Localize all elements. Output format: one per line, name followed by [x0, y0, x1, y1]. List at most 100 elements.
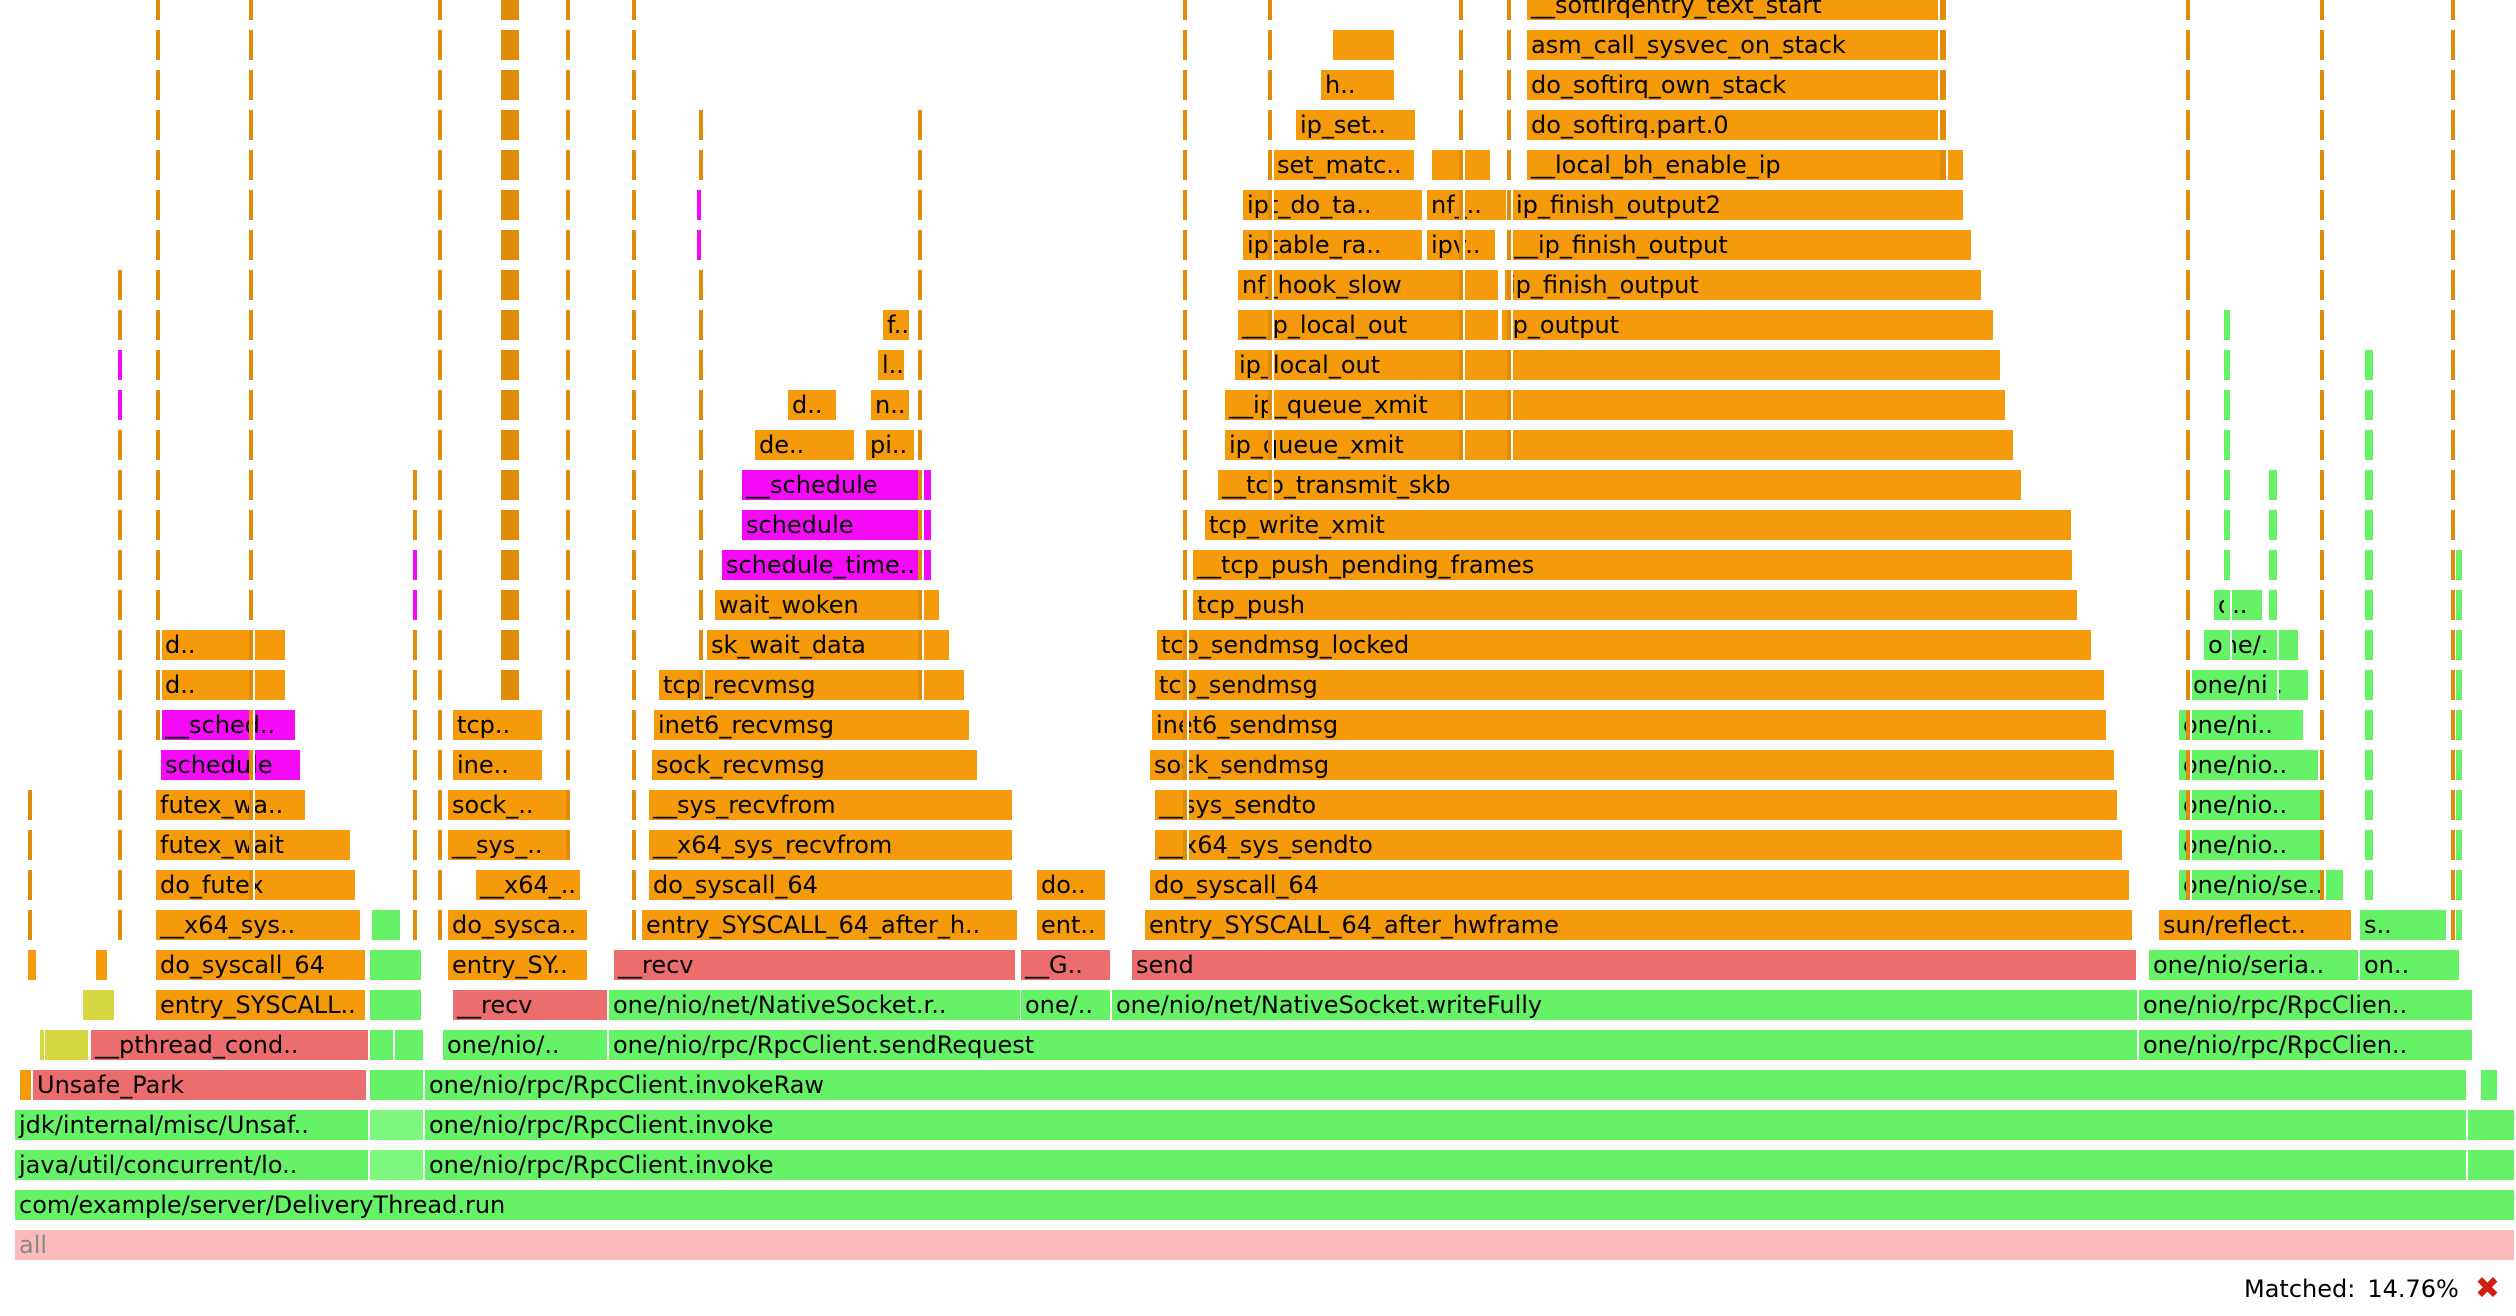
- stack-frame[interactable]: [566, 510, 572, 540]
- stack-frame[interactable]: d..: [161, 670, 287, 700]
- stack-frame[interactable]: [632, 830, 638, 860]
- stack-frame[interactable]: [2456, 750, 2464, 780]
- stack-frame[interactable]: com/example/server/DeliveryThread.run: [15, 1190, 2516, 1220]
- stack-frame[interactable]: [1183, 30, 1189, 60]
- stack-frame[interactable]: [566, 230, 572, 260]
- stack-frame[interactable]: [413, 870, 419, 900]
- stack-frame[interactable]: [2320, 710, 2326, 740]
- stack-frame[interactable]: [566, 150, 572, 180]
- stack-frame[interactable]: [1507, 230, 1513, 260]
- stack-frame[interactable]: [1507, 310, 1513, 340]
- stack-frame[interactable]: [118, 310, 124, 340]
- stack-frame[interactable]: [632, 750, 638, 780]
- stack-frame[interactable]: [1459, 430, 1465, 460]
- stack-frame[interactable]: [566, 750, 572, 780]
- stack-frame[interactable]: [699, 470, 705, 500]
- stack-frame[interactable]: [438, 790, 444, 820]
- stack-frame[interactable]: [918, 510, 924, 540]
- stack-frame[interactable]: __sys_..: [448, 830, 574, 860]
- stack-frame[interactable]: [118, 830, 124, 860]
- stack-frame[interactable]: one/nio/net/NativeSocket.r..: [609, 990, 1022, 1020]
- stack-frame[interactable]: [918, 670, 924, 700]
- stack-frame[interactable]: [918, 310, 924, 340]
- stack-frame[interactable]: [699, 430, 705, 460]
- stack-frame[interactable]: [2186, 30, 2192, 60]
- stack-frame[interactable]: [2451, 30, 2457, 60]
- stack-frame[interactable]: ip_finish_output: [1505, 270, 1983, 300]
- stack-frame[interactable]: [413, 510, 419, 540]
- stack-frame[interactable]: [918, 230, 924, 260]
- stack-frame[interactable]: o..: [2214, 590, 2264, 620]
- stack-frame[interactable]: [438, 110, 444, 140]
- stack-frame[interactable]: [2186, 790, 2192, 820]
- stack-frame[interactable]: [1183, 790, 1189, 820]
- stack-frame[interactable]: [413, 670, 419, 700]
- stack-frame[interactable]: [501, 590, 521, 620]
- stack-frame[interactable]: [1268, 470, 1274, 500]
- stack-frame[interactable]: [438, 30, 444, 60]
- stack-frame[interactable]: do_syscall_64: [1150, 870, 2131, 900]
- stack-frame[interactable]: schedule: [742, 510, 933, 540]
- stack-frame[interactable]: [1183, 430, 1189, 460]
- stack-frame[interactable]: [2186, 630, 2192, 660]
- stack-frame[interactable]: [501, 70, 521, 100]
- stack-frame[interactable]: [918, 430, 924, 460]
- stack-frame[interactable]: [1507, 30, 1513, 60]
- stack-frame[interactable]: [566, 350, 572, 380]
- stack-frame[interactable]: [1183, 830, 1189, 860]
- stack-frame[interactable]: sock_recvmsg: [652, 750, 979, 780]
- stack-frame[interactable]: one/..: [2204, 630, 2300, 660]
- stack-frame[interactable]: [1268, 230, 1274, 260]
- stack-frame[interactable]: [566, 710, 572, 740]
- stack-frame[interactable]: [699, 670, 705, 700]
- stack-frame[interactable]: [438, 870, 444, 900]
- stack-frame[interactable]: [413, 710, 419, 740]
- stack-frame[interactable]: [1183, 510, 1189, 540]
- stack-frame[interactable]: [249, 110, 255, 140]
- stack-frame[interactable]: send: [1132, 950, 2138, 980]
- stack-frame[interactable]: [2320, 310, 2326, 340]
- stack-frame[interactable]: __x64_..: [476, 870, 582, 900]
- stack-frame[interactable]: [2365, 590, 2375, 620]
- stack-frame[interactable]: [370, 1070, 425, 1100]
- stack-frame[interactable]: [2269, 470, 2279, 500]
- stack-frame[interactable]: [2456, 710, 2464, 740]
- stack-frame[interactable]: __ip_queue_xmit: [1225, 390, 2007, 420]
- stack-frame[interactable]: [2456, 550, 2464, 580]
- stack-frame[interactable]: n..: [871, 390, 911, 420]
- stack-frame[interactable]: [2186, 70, 2192, 100]
- stack-frame[interactable]: [501, 270, 521, 300]
- stack-frame[interactable]: [2320, 390, 2326, 420]
- stack-frame[interactable]: [156, 270, 162, 300]
- stack-frame[interactable]: [2451, 190, 2457, 220]
- stack-frame[interactable]: [2365, 710, 2375, 740]
- stack-frame[interactable]: [413, 590, 419, 620]
- stack-frame[interactable]: [1183, 550, 1189, 580]
- stack-frame[interactable]: schedule_time..: [722, 550, 933, 580]
- stack-frame[interactable]: [632, 630, 638, 660]
- stack-frame[interactable]: __sys_recvfrom: [649, 790, 1014, 820]
- stack-frame[interactable]: [2224, 470, 2232, 500]
- stack-frame[interactable]: [632, 790, 638, 820]
- stack-frame[interactable]: [438, 190, 444, 220]
- stack-frame[interactable]: [632, 550, 638, 580]
- stack-frame[interactable]: [156, 350, 162, 380]
- stack-frame[interactable]: [566, 390, 572, 420]
- stack-frame[interactable]: [45, 1030, 90, 1060]
- stack-frame[interactable]: [1183, 310, 1189, 340]
- stack-frame[interactable]: entry_SY..: [448, 950, 589, 980]
- stack-frame[interactable]: [1940, 70, 1948, 100]
- stack-frame[interactable]: [2451, 70, 2457, 100]
- stack-frame[interactable]: one/nio..: [2179, 750, 2320, 780]
- stack-frame[interactable]: jdk/internal/misc/Unsaf..: [15, 1110, 370, 1140]
- stack-frame[interactable]: [1459, 70, 1465, 100]
- stack-frame[interactable]: [1268, 70, 1274, 100]
- stack-frame[interactable]: [1507, 190, 1513, 220]
- stack-frame[interactable]: [2186, 110, 2192, 140]
- stack-frame[interactable]: [2365, 790, 2375, 820]
- stack-frame[interactable]: [2320, 470, 2326, 500]
- stack-frame[interactable]: [118, 510, 124, 540]
- stack-frame[interactable]: [438, 270, 444, 300]
- stack-frame[interactable]: [2186, 230, 2192, 260]
- stack-frame[interactable]: [2456, 910, 2464, 940]
